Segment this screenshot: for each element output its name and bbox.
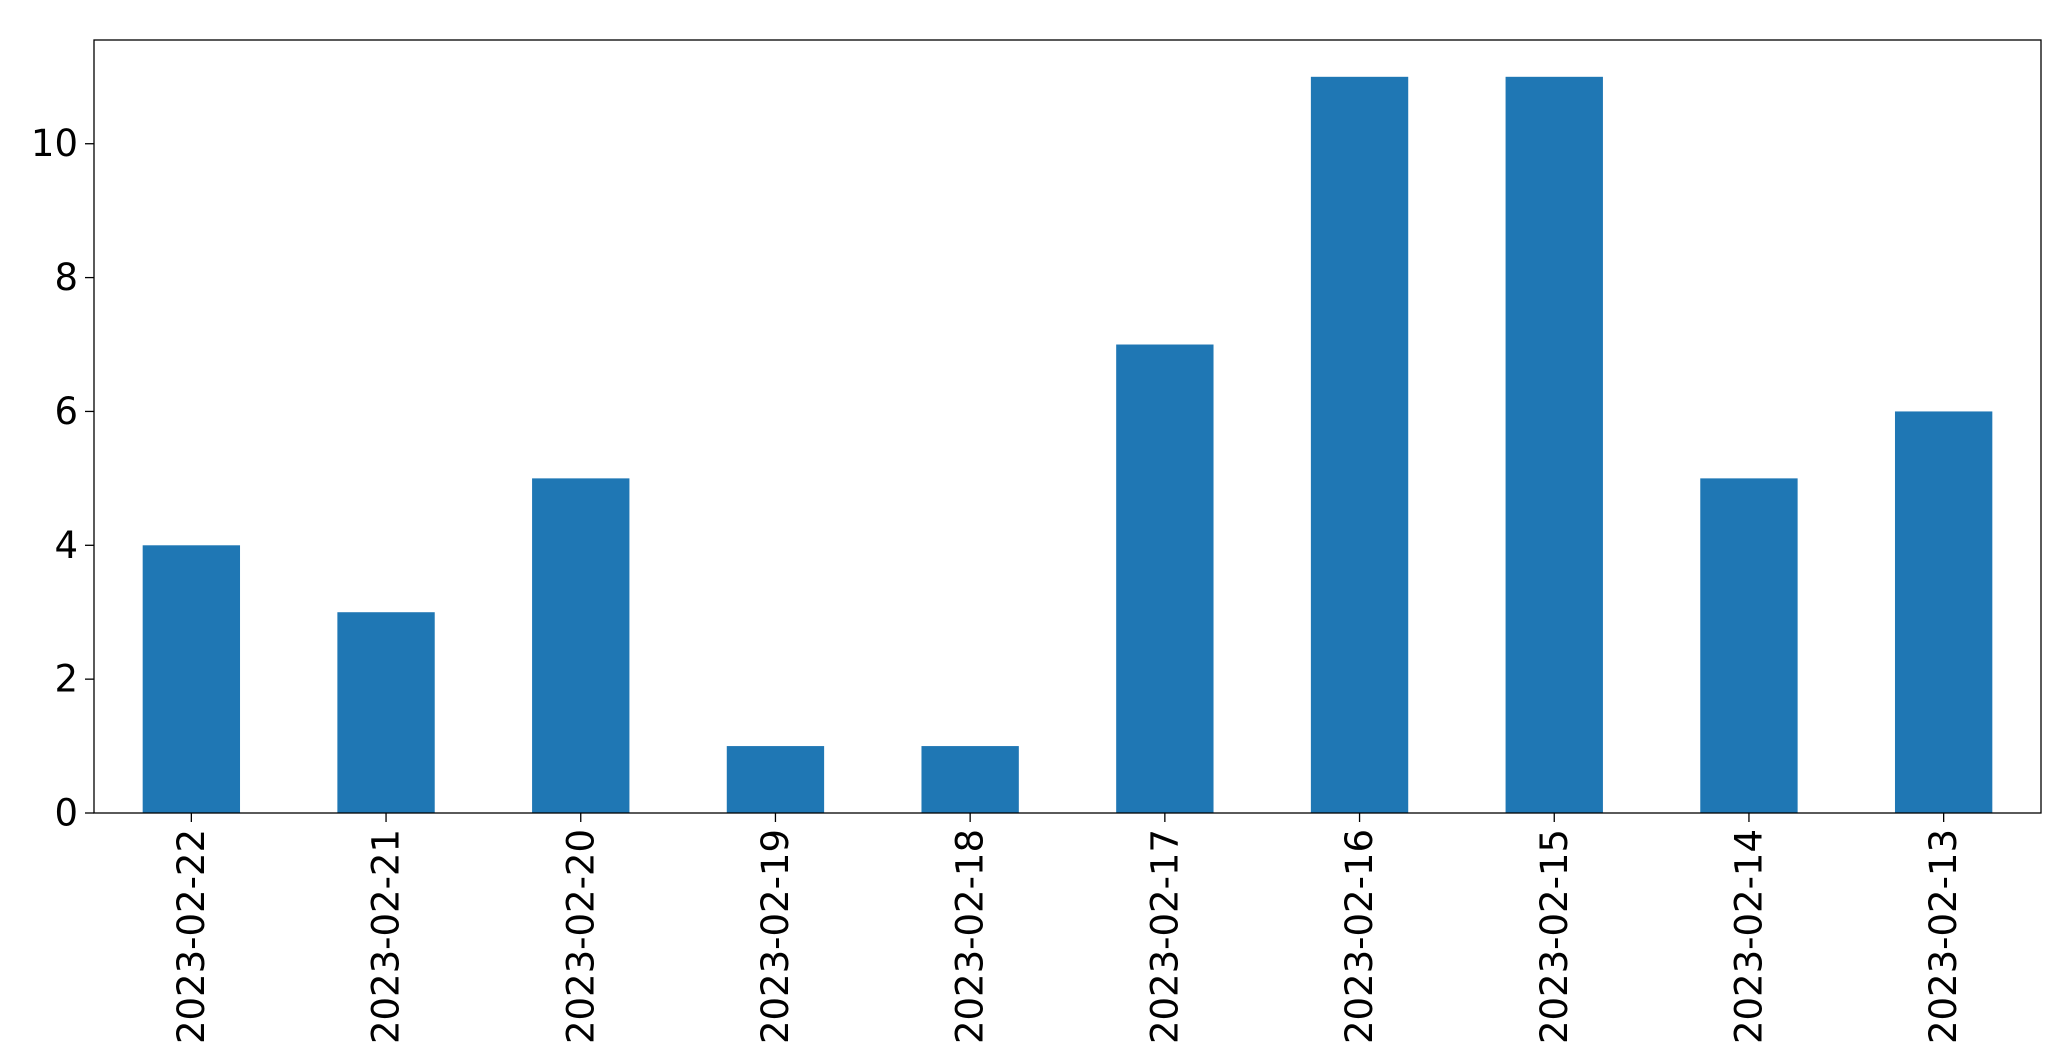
bar-2023-02-18 bbox=[921, 746, 1019, 813]
x-tick-label: 2023-02-22 bbox=[170, 829, 213, 1044]
y-tick-label: 10 bbox=[31, 122, 78, 165]
y-tick-label: 4 bbox=[54, 524, 78, 567]
x-tick-label: 2023-02-16 bbox=[1338, 829, 1381, 1044]
bar-2023-02-17 bbox=[1116, 344, 1214, 813]
x-tick-label: 2023-02-15 bbox=[1533, 829, 1576, 1044]
bar-2023-02-20 bbox=[532, 478, 630, 813]
bar-2023-02-16 bbox=[1310, 76, 1409, 814]
x-tick-label: 2023-02-18 bbox=[949, 829, 992, 1044]
x-tick-label: 2023-02-19 bbox=[754, 829, 797, 1044]
bar-2023-02-19 bbox=[726, 746, 825, 813]
bar-2023-02-22 bbox=[142, 545, 241, 813]
y-tick-label: 8 bbox=[54, 256, 78, 299]
y-axis-ticks: 0 2 4 6 8 10 bbox=[31, 122, 94, 835]
x-tick-label: 2023-02-13 bbox=[1922, 829, 1965, 1044]
y-tick-label: 2 bbox=[54, 658, 78, 701]
x-tick-label: 2023-02-21 bbox=[365, 829, 408, 1044]
x-tick-label: 2023-02-20 bbox=[559, 829, 602, 1044]
x-tick-label: 2023-02-14 bbox=[1727, 829, 1770, 1044]
x-tick-label: 2023-02-17 bbox=[1143, 829, 1186, 1044]
y-tick-label: 6 bbox=[54, 390, 78, 433]
bar-2023-02-21 bbox=[337, 612, 435, 813]
y-tick-label: 0 bbox=[54, 792, 78, 835]
bar-2023-02-15 bbox=[1505, 76, 1603, 814]
bar-2023-02-13 bbox=[1894, 411, 1993, 813]
plot-frame bbox=[93, 39, 2042, 814]
x-axis-ticks: 2023-02-22 2023-02-21 2023-02-20 2023-02-19… bbox=[170, 813, 1965, 1044]
bars-group bbox=[142, 76, 1993, 814]
bar-2023-02-14 bbox=[1700, 478, 1798, 813]
